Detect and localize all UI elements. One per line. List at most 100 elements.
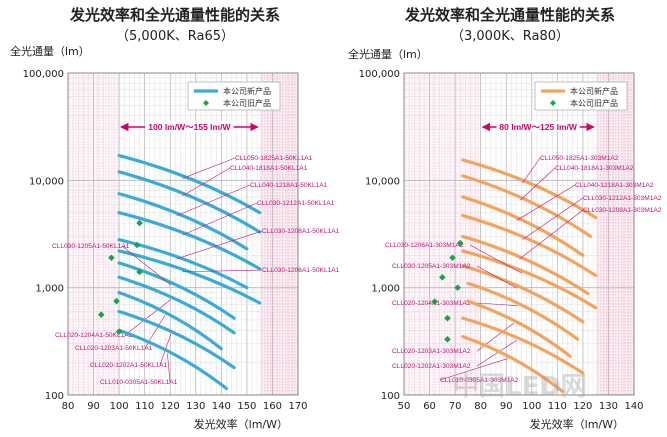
chart-subtitle: （5,000K、Ra65） (116, 29, 234, 44)
series-line (117, 261, 236, 320)
x-tick-label: 110 (548, 401, 567, 412)
x-tick-label: 80 (62, 401, 75, 412)
chart-title: 发光效率和全光通量性能的关系 (404, 6, 615, 24)
series-line (466, 299, 572, 358)
series-label: CLL040-1818A1-303M1A2 (555, 165, 634, 172)
old-product-point (113, 297, 120, 305)
y-axis-label: 全光通量（lm） (10, 44, 90, 58)
legend-old-label: 本公司旧产品 (223, 98, 271, 108)
x-axis-label: 发光效率（lm/W） (530, 417, 624, 431)
legend-old-swatch (203, 100, 209, 106)
y-tick-label: 100 (381, 391, 400, 402)
right-band (259, 73, 298, 395)
label-leader (182, 167, 231, 197)
x-tick-label: 110 (135, 401, 154, 412)
series-label: CLL030-1208A1-50KL1A1 (262, 228, 340, 235)
label-leader (476, 322, 515, 352)
series-line (117, 238, 249, 290)
y-tick-label: 1,000 (35, 284, 64, 295)
right-band (595, 73, 634, 395)
series-line (461, 174, 593, 239)
label-leader (522, 197, 584, 240)
y-tick-label: 1,000 (371, 284, 400, 295)
series-label: CLL010-0305A1-50KL1A1 (100, 379, 178, 386)
series-line (461, 249, 598, 310)
series-line (461, 213, 598, 278)
old-product-point (456, 239, 464, 247)
x-tick-label: 80 (474, 401, 487, 412)
x-tick-label: 120 (161, 401, 180, 412)
label-leader (522, 157, 541, 184)
legend-box (187, 81, 281, 111)
series-line (117, 249, 262, 305)
x-tick-label: 100 (522, 401, 541, 412)
x-tick-label: 170 (288, 401, 307, 412)
series-label: CLL020-1202A1-303M1A2 (392, 363, 471, 370)
chart-left: 发光效率和全光通量性能的关系 （5,000K、Ra65） 全光通量（lm） 发光效率（… (10, 6, 340, 431)
series-label: CLL030-1206A1-303M1A2 (385, 242, 464, 249)
series-label: CLL020-1203A1-303M1A2 (392, 348, 471, 355)
range-label: 100 lm/W～155 lm/W (148, 122, 231, 132)
series-line (117, 309, 236, 370)
chart-right: 发光效率和全光通量性能的关系 （3,000K、Ra80） 全光通量（lm） 发光效率（… (348, 6, 662, 431)
series-label: CLL030-1212A1-50KL1A1 (257, 200, 335, 207)
y-tick-label: 100,000 (23, 69, 64, 80)
series-label: CLL030-1212A1-303M1A2 (583, 195, 662, 202)
series-line (117, 170, 262, 234)
series-label: CLL030-1206A1-50KL1A1 (262, 267, 340, 274)
label-leader (182, 157, 236, 179)
watermark: 中国LED网 (453, 372, 587, 402)
label-leader (121, 245, 172, 286)
old-product-point (449, 254, 456, 262)
series-line (466, 281, 580, 341)
old-product-point (133, 241, 141, 249)
legend-old-swatch (550, 100, 556, 106)
range-label-bg (145, 121, 234, 132)
label-leader (476, 265, 517, 289)
label-leader (476, 339, 517, 367)
series-label: CLL030-1205A1-303M1A2 (392, 263, 471, 270)
legend-new-label: 本公司新产品 (570, 86, 618, 96)
old-product-point (439, 273, 446, 281)
old-product-point (136, 219, 143, 227)
label-leader (176, 230, 263, 260)
x-tick-label: 130 (599, 401, 618, 412)
x-tick-label: 60 (423, 401, 436, 412)
x-tick-label: 90 (87, 401, 100, 412)
old-product-point (115, 328, 123, 335)
series-label: CLL030-1205A1-50KL1A1 (52, 243, 130, 250)
chart-title: 发光效率和全光通量性能的关系 (69, 6, 280, 24)
old-product-point (136, 268, 143, 276)
series-line (461, 335, 565, 394)
series-label: CLL040-1818A1-50KL1A1 (230, 165, 308, 172)
chart-subtitle: （3,000K、Ra80） (451, 29, 569, 44)
x-tick-label: 140 (624, 401, 643, 412)
series-label: CLL020-1204A1-303M1A2 (392, 300, 471, 307)
series-label: CLL040-1218A1-303M1A2 (575, 182, 654, 189)
series-line (117, 290, 223, 351)
label-leader (520, 167, 556, 201)
series-line (117, 211, 262, 271)
x-tick-label: 150 (237, 401, 256, 412)
y-tick-label: 100 (45, 391, 64, 402)
series-label: CLL020-1203A1-50KL1A1 (75, 345, 153, 352)
series-label: CLL020-1202A1-50KL1A1 (90, 362, 168, 369)
series-label: CLL010-0305A1-303M1A2 (440, 377, 519, 384)
series-line (117, 192, 249, 251)
x-tick-label: 130 (186, 401, 205, 412)
range-label: 80 lm/W～125 lm/W (499, 122, 577, 132)
y-tick-label: 10,000 (29, 176, 64, 187)
old-product-point (454, 284, 461, 291)
legend-new-label: 本公司新产品 (223, 86, 271, 96)
label-leader (182, 269, 263, 273)
y-axis-label: 全光通量（lm） (348, 47, 428, 61)
old-product-point (444, 336, 451, 343)
legend-old-label: 本公司旧产品 (570, 98, 618, 108)
x-tick-label: 70 (449, 401, 462, 412)
series-line (461, 158, 598, 220)
series-line (461, 195, 585, 257)
series-label: CLL040-1218A1-50KL1A1 (250, 182, 328, 189)
